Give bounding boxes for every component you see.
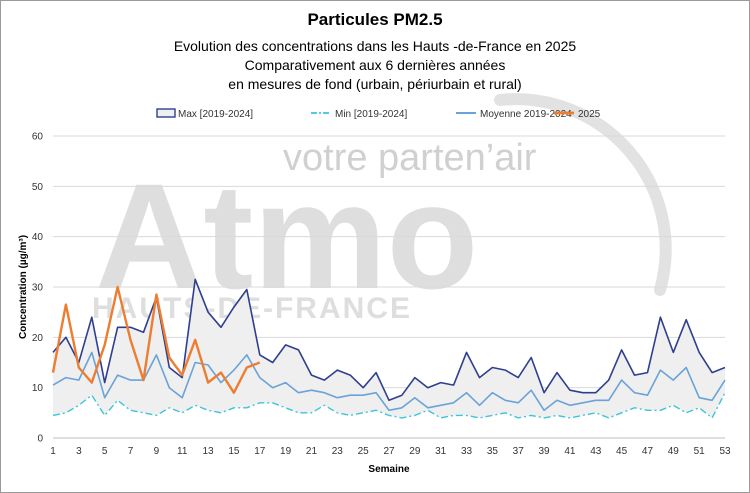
- watermark-brand: Atmo: [95, 152, 478, 320]
- chart-subtitle-line-3: en mesures de fond (urbain, périurbain e…: [228, 76, 522, 92]
- x-tick-label: 21: [306, 446, 318, 457]
- x-tick-label: 31: [435, 446, 447, 457]
- x-tick-label: 47: [642, 446, 654, 457]
- x-tick-label: 7: [128, 446, 134, 457]
- y-axis-title: Concentration (µg/m³): [18, 235, 29, 339]
- x-tick-label: 53: [719, 446, 731, 457]
- x-tick-label: 51: [694, 446, 706, 457]
- x-tick-label: 27: [383, 446, 395, 457]
- x-tick-label: 35: [487, 446, 499, 457]
- legend-swatch-max: [156, 108, 176, 118]
- x-tick-label: 23: [332, 446, 344, 457]
- y-tick-labels: 0 10 20 30 40 50 60: [32, 132, 44, 445]
- x-tick-label: 13: [203, 446, 215, 457]
- legend-label: 2025: [578, 109, 601, 120]
- x-tick-label: 43: [590, 446, 602, 457]
- y-tick-label: 20: [32, 333, 44, 344]
- x-tick-label: 39: [539, 446, 551, 457]
- series-line-0: [52, 278, 726, 402]
- series-layer: [51, 278, 726, 419]
- x-tick-label: 37: [513, 446, 525, 457]
- series-line-3: [51, 285, 261, 394]
- y-tick-label: 10: [32, 383, 44, 394]
- x-tick-label: 15: [228, 446, 240, 457]
- y-tick-label: 50: [32, 182, 44, 193]
- x-tick-label: 9: [154, 446, 160, 457]
- x-tick-label: 3: [76, 446, 82, 457]
- x-tick-label: 45: [616, 446, 628, 457]
- x-tick-label: 29: [409, 446, 421, 457]
- x-tick-label: 25: [358, 446, 370, 457]
- x-tick-label: 17: [254, 446, 266, 457]
- watermark-arc: [494, 93, 672, 296]
- x-tick-label: 33: [461, 446, 473, 457]
- chart-title: Particules PM2.5: [307, 10, 443, 29]
- x-tick-label: 1: [50, 446, 56, 457]
- x-tick-label: 11: [177, 446, 188, 457]
- x-tick-labels: 1 3 5 7 9 11 13 15 17 19 21 23 25 27 29 31 33 35 37 39 41 43 4…: [50, 446, 731, 457]
- legend: Max [2019-2024] Min [2019-2024] Moyenne 20…: [156, 108, 601, 120]
- watermark-slogan: votre parten’air: [283, 137, 537, 179]
- x-tick-label: 19: [280, 446, 292, 457]
- x-axis-title: Semaine: [368, 464, 410, 475]
- x-tick-label: 5: [102, 446, 108, 457]
- series-line-2: [52, 351, 726, 412]
- legend-label: Min [2019-2024]: [335, 109, 407, 120]
- x-tick-label: 49: [668, 446, 680, 457]
- legend-label: Moyenne 2019-2024: [480, 109, 572, 120]
- series-line-1: [52, 392, 726, 419]
- y-tick-label: 0: [37, 434, 43, 445]
- y-tick-label: 30: [32, 283, 44, 294]
- x-tick-label: 41: [564, 446, 576, 457]
- legend-label: Max [2019-2024]: [178, 109, 253, 120]
- chart-subtitle-line-2: Comparativement aux 6 dernières années: [244, 57, 506, 73]
- atmo-watermark-logo: votre parten’air Atmo HAUTS-DE-FRANCE: [92, 93, 672, 325]
- y-tick-label: 40: [32, 232, 44, 243]
- chart-subtitle-line-1: Evolution des concentrations dans les Ha…: [173, 38, 577, 54]
- y-tick-label: 60: [32, 132, 44, 143]
